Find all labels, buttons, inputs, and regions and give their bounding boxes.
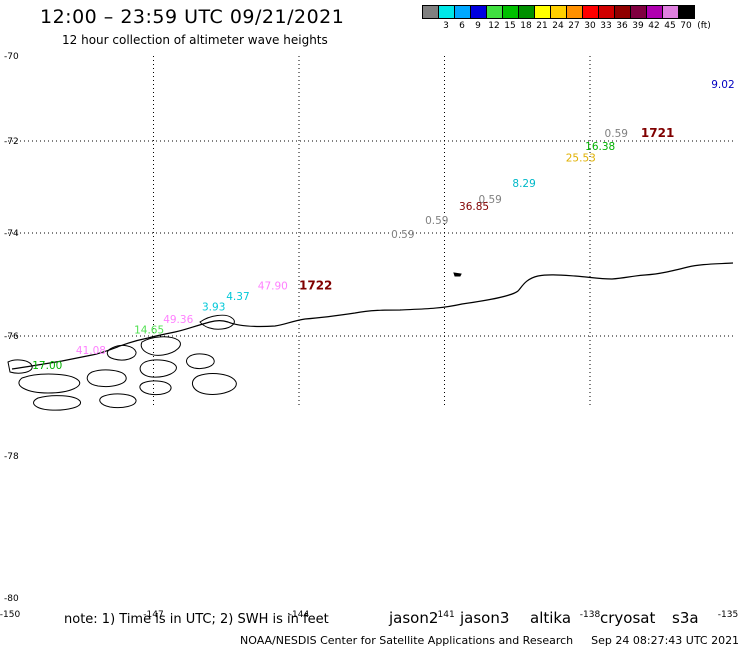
legend-swatch [486, 5, 503, 19]
island-8 [191, 373, 237, 395]
wave-height-label: 36.85 [459, 201, 489, 213]
island-1 [140, 336, 181, 356]
latitude-label: -70 [4, 52, 19, 62]
island-10 [99, 393, 137, 409]
credit-line: NOAA/NESDIS Center for Satellite Applica… [240, 634, 739, 647]
longitude-label: -141 [434, 610, 454, 620]
legend-value-label: 42 [648, 21, 660, 31]
legend-swatch [454, 5, 471, 19]
axis-labels: -70 -72 -74 -76 -78 -80 -150 -147 -144 -141 -138 -1… [0, 52, 738, 620]
latitude-label: -74 [4, 229, 19, 239]
legend-swatch [518, 5, 535, 19]
legend-value-label: 21 [536, 21, 548, 31]
longitude-label: -147 [143, 610, 163, 620]
wave-height-label: 3.93 [202, 301, 225, 313]
wave-height-label: 0.59 [425, 215, 448, 227]
legend-swatch [550, 5, 567, 19]
wave-height-label: 14.65 [134, 324, 164, 336]
wave-height-label: 41.08 [76, 345, 106, 357]
legend-value-label: 45 [664, 21, 676, 31]
island-9 [33, 395, 82, 411]
color-legend [422, 5, 695, 19]
longitude-label: -150 [0, 610, 20, 620]
island-7 [139, 380, 172, 396]
legend-swatch [438, 5, 455, 19]
pass-time-label: 1722 [299, 279, 332, 293]
color-legend-labels: 3 6 9 12 15 18 21 24 27 30 33 36 39 42 45 70 (ft) [422, 21, 740, 33]
legend-value-label: 70 [680, 21, 692, 31]
islet [453, 272, 462, 277]
longitude-label: -138 [580, 610, 601, 620]
wave-height-label: 8.29 [512, 178, 535, 190]
wave-height-observations: 9.02170.59172116.3825.538.290.5936.850.5… [32, 79, 734, 372]
wave-height-label: 25.53 [566, 153, 596, 165]
legend-swatch [646, 5, 663, 19]
wave-height-label: 0.59 [605, 128, 628, 140]
latitude-label: -72 [4, 137, 19, 147]
longitude-label: -144 [289, 610, 310, 620]
legend-swatch [470, 5, 487, 19]
island-3 [139, 359, 177, 378]
wave-height-label: 16.38 [585, 141, 615, 153]
satellite-label-jason2: jason2 [389, 609, 439, 627]
wave-height-label: 0.59 [391, 229, 414, 241]
legend-value-label: 9 [475, 21, 481, 31]
island-2 [106, 344, 137, 361]
credit-text: NOAA/NESDIS Center for Satellite Applica… [240, 634, 574, 647]
legend-value-label: 3 [443, 21, 449, 31]
legend-swatch [598, 5, 615, 19]
legend-value-label: 27 [568, 21, 580, 31]
wave-height-label: 4.37 [226, 291, 249, 303]
legend-swatch [630, 5, 647, 19]
island-5 [18, 373, 81, 394]
legend-value-label: 36 [616, 21, 628, 31]
graticule [8, 56, 733, 406]
ice-shelf-coastline [11, 262, 734, 370]
longitude-label: -135 [718, 610, 738, 620]
island-4 [186, 353, 215, 369]
legend-swatch [678, 5, 695, 19]
legend-swatch [502, 5, 519, 19]
legend-swatch [614, 5, 631, 19]
page-title: 12:00 – 23:59 UTC 09/21/2021 [40, 6, 345, 28]
latitude-label: -80 [4, 594, 19, 604]
legend-unit-label: (ft) [697, 21, 711, 31]
satellite-label-altika: altika [530, 609, 572, 627]
legend-swatch [662, 5, 679, 19]
island-11 [7, 359, 33, 374]
legend-swatch [566, 5, 583, 19]
wave-height-label: 47.90 [258, 281, 288, 293]
units-note: note: 1) Time is in UTC; 2) SWH is in fe… [64, 612, 329, 627]
pass-time-label: 1721 [641, 126, 674, 140]
legend-value-label: 33 [600, 21, 612, 31]
generated-timestamp: Sep 24 08:27:43 UTC 2021 [591, 634, 740, 647]
legend-value-label: 15 [504, 21, 516, 31]
latitude-label: -78 [4, 452, 19, 462]
wave-height-label: 0.59 [478, 194, 501, 206]
legend-value-label: 18 [520, 21, 532, 31]
satellite-label-s3a: s3a [672, 609, 699, 627]
satellite-label-cryosat: cryosat [600, 609, 656, 627]
island-6 [86, 369, 127, 387]
legend-swatch [534, 5, 551, 19]
wave-height-label: 49.36 [163, 314, 193, 326]
coastline [7, 262, 734, 411]
legend-value-label: 6 [459, 21, 465, 31]
legend-value-label: 12 [488, 21, 500, 31]
legend-value-label: 30 [584, 21, 596, 31]
wave-height-label: 17.00 [32, 360, 62, 372]
coast-outline-2 [199, 314, 235, 330]
legend-swatch [422, 5, 439, 19]
legend-swatch [582, 5, 599, 19]
wave-height-label: 9.02 [711, 79, 734, 91]
legend-value-label: 24 [552, 21, 564, 31]
legend-value-label: 39 [632, 21, 644, 31]
satellite-label-jason3: jason3 [460, 609, 510, 627]
page-subtitle: 12 hour collection of altimeter wave hei… [62, 33, 328, 47]
latitude-label: -76 [4, 332, 19, 342]
